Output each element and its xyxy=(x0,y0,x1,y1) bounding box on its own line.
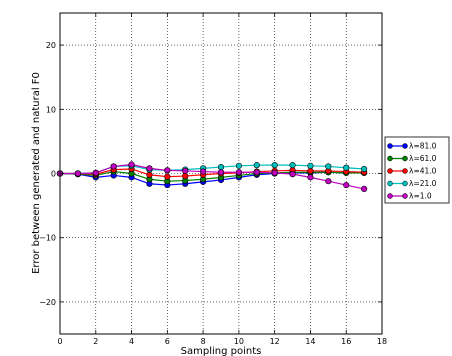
legend-marker xyxy=(402,143,408,149)
legend-label: λ=41.0 xyxy=(409,167,437,176)
data-point xyxy=(253,162,260,169)
axis-ticks: 0 2 4 6 8 10 12 14 16 18 −20 −10 0 10 20 xyxy=(39,13,387,346)
data-point xyxy=(289,171,296,178)
legend-label: λ=61.0 xyxy=(409,154,437,163)
data-point xyxy=(74,170,81,177)
data-point xyxy=(307,162,314,169)
data-point xyxy=(217,163,225,171)
data-point xyxy=(253,169,260,176)
data-point xyxy=(92,169,99,176)
data-point xyxy=(361,185,368,193)
legend-box xyxy=(384,136,450,204)
legend-entry: λ=1.0 xyxy=(387,192,432,201)
legend-label: λ=81.0 xyxy=(409,142,437,151)
data-point xyxy=(200,168,207,175)
y-tick-label: −20 xyxy=(39,298,56,307)
legend-entry: λ=61.0 xyxy=(387,154,437,163)
x-tick-label: 6 xyxy=(165,337,170,346)
data-point xyxy=(164,173,171,180)
legend-marker xyxy=(387,155,393,162)
data-point xyxy=(325,178,332,185)
legend-marker xyxy=(402,168,408,174)
y-tick-label: 10 xyxy=(46,105,56,114)
data-point xyxy=(164,167,171,174)
y-axis-label: Error between generated and natural F0 xyxy=(31,72,42,274)
data-point xyxy=(182,167,189,175)
x-tick-label: 8 xyxy=(201,337,206,346)
data-point xyxy=(128,161,135,168)
x-axis-label: Sampling points xyxy=(181,346,262,356)
x-tick-label: 0 xyxy=(57,337,62,346)
legend-marker xyxy=(402,180,408,187)
y-tick-label: −10 xyxy=(39,234,56,243)
data-point xyxy=(182,172,189,180)
data-point xyxy=(325,163,332,170)
data-point xyxy=(271,162,278,169)
legend: λ=81.0 λ=61.0 λ=41.0 λ=21.0 λ=1.0 xyxy=(384,136,450,204)
data-point xyxy=(235,169,242,176)
data-point xyxy=(361,165,368,173)
data-point xyxy=(343,164,350,171)
x-tick-label: 12 xyxy=(270,337,280,346)
legend-entry: λ=21.0 xyxy=(387,179,437,188)
y-tick-label: 0 xyxy=(51,170,56,179)
legend-entry: λ=81.0 xyxy=(387,142,437,151)
data-point xyxy=(110,163,117,170)
x-tick-label: 14 xyxy=(305,337,315,346)
data-point xyxy=(146,171,153,178)
data-point xyxy=(343,181,350,189)
data-point xyxy=(307,174,314,181)
legend-label: λ=21.0 xyxy=(409,179,437,188)
x-tick-label: 10 xyxy=(234,337,244,346)
data-point xyxy=(217,169,225,176)
data-point xyxy=(307,167,314,175)
legend-marker xyxy=(387,180,393,187)
legend-marker xyxy=(402,155,408,162)
series-lines xyxy=(56,161,368,193)
legend-marker xyxy=(387,143,393,149)
legend-entry: λ=41.0 xyxy=(387,167,437,176)
data-point xyxy=(289,162,296,169)
data-point xyxy=(235,162,242,169)
legend-label: λ=1.0 xyxy=(409,192,432,201)
x-tick-label: 4 xyxy=(129,337,134,346)
data-point xyxy=(271,169,278,176)
x-tick-label: 16 xyxy=(341,337,351,346)
x-tick-label: 18 xyxy=(377,337,387,346)
x-tick-label: 2 xyxy=(93,337,98,346)
legend-marker xyxy=(387,193,393,199)
legend-marker xyxy=(402,193,408,199)
y-tick-label: 20 xyxy=(46,41,56,50)
legend-marker xyxy=(387,168,393,174)
data-point xyxy=(146,165,153,172)
